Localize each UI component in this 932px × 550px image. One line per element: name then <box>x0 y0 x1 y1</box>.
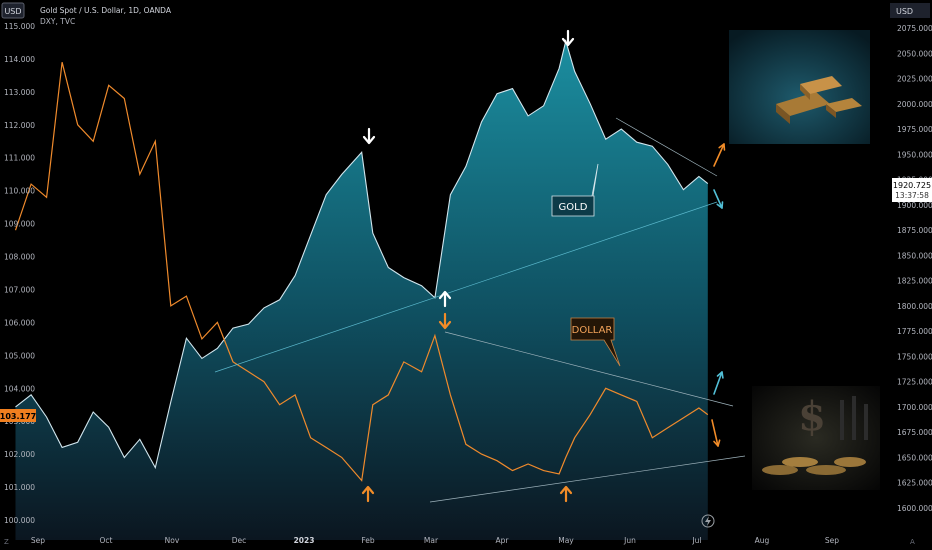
right-axis-tick: 1775.000 <box>897 327 932 336</box>
right-axis-tick: 1900.000 <box>897 201 932 210</box>
projection-down-arrow-icon <box>711 419 721 447</box>
right-axis-tick: 2025.000 <box>897 75 932 84</box>
time-axis-tick: Aug <box>755 536 770 545</box>
right-axis-tick: 1850.000 <box>897 251 932 260</box>
left-axis-tick: 114.000 <box>4 55 35 64</box>
left-axis-tick: 105.000 <box>4 351 35 360</box>
left-axis-tick: 112.000 <box>4 121 35 130</box>
left-axis-tick: 106.000 <box>4 318 35 327</box>
plot-area <box>14 38 709 540</box>
time-axis-tick: Mar <box>424 536 439 545</box>
lightning-icon[interactable] <box>701 514 715 528</box>
time-axis[interactable]: Sep Oct Nov Dec 2023 Feb Mar Apr May Jun Jul Aug Sep <box>31 536 839 545</box>
gold-upper-trendline[interactable] <box>615 117 718 177</box>
left-currency-label: USD <box>4 7 21 16</box>
dxy-resistance-trendline[interactable] <box>444 331 734 407</box>
projection-down-arrow-icon <box>713 189 724 209</box>
gold-area-fill <box>15 41 708 540</box>
time-axis-tick: Nov <box>165 536 180 545</box>
right-axis-tick: 1825.000 <box>897 277 932 286</box>
right-axis-tick: 1675.000 <box>897 428 932 437</box>
chart-subtitle: DXY, TVC <box>40 17 75 26</box>
time-axis-tick: Feb <box>361 536 375 545</box>
left-axis-tick: 110.000 <box>4 187 35 196</box>
left-price-axis[interactable]: 115.000 114.000 113.000 112.000 111.000 110.0… <box>4 22 35 525</box>
time-axis-tick: 2023 <box>294 536 315 545</box>
arrow-up-icon <box>559 485 573 503</box>
right-axis-tick: 1800.000 <box>897 302 932 311</box>
right-axis-background <box>888 0 932 550</box>
time-axis-tick: Sep <box>825 536 839 545</box>
dxy-price-badge: 103.177 <box>0 409 36 422</box>
gold-price-badge: 1920.725 13:37:58 <box>892 178 932 202</box>
arrow-down-icon <box>362 127 376 145</box>
left-axis-tick: 108.000 <box>4 253 35 262</box>
right-axis-tick: 1625.000 <box>897 479 932 488</box>
left-axis-tick: 101.000 <box>4 483 35 492</box>
time-axis-tick: May <box>558 536 574 545</box>
gold-price-line[interactable] <box>15 38 709 470</box>
dxy-support-trendline[interactable] <box>429 455 746 503</box>
chart-title: Gold Spot / U.S. Dollar, 1D, OANDA <box>40 6 172 15</box>
right-price-axis[interactable]: 2075.000 2050.000 2025.000 2000.000 1975.000… <box>888 0 932 550</box>
right-axis-tick: 1950.000 <box>897 150 932 159</box>
svg-text:$: $ <box>798 393 826 440</box>
left-currency-badge[interactable] <box>1 2 25 19</box>
right-axis-tick: 1750.000 <box>897 352 932 361</box>
time-axis-tick: Oct <box>100 536 113 545</box>
left-axis-tick: 111.000 <box>4 154 35 163</box>
arrow-down-icon <box>561 29 575 47</box>
left-axis-tick: 102.000 <box>4 450 35 459</box>
dxy-price-value: 103.177 <box>0 412 36 421</box>
time-axis-tick: Sep <box>31 536 45 545</box>
right-currency-badge[interactable] <box>890 3 930 18</box>
left-axis-tick: 104.000 <box>4 384 35 393</box>
left-axis-tick: 107.000 <box>4 286 35 295</box>
right-axis-tick: 2050.000 <box>897 49 932 58</box>
dxy-price-line[interactable] <box>14 62 709 482</box>
gold-bars-thumbnail <box>729 30 870 144</box>
gold-callout-label: GOLD <box>559 202 588 213</box>
arrow-up-icon <box>438 290 452 308</box>
arrow-up-icon <box>361 485 375 503</box>
right-axis-tick: 2075.000 <box>897 24 932 33</box>
dollar-callout-label: DOLLAR <box>572 325 613 336</box>
projection-up-arrow-icon <box>713 371 724 395</box>
time-axis-tick: Jul <box>691 536 701 545</box>
left-axis-tick: 109.000 <box>4 220 35 229</box>
right-axis-tick: 1700.000 <box>897 403 932 412</box>
scale-z-marker[interactable]: Z <box>4 538 9 546</box>
right-axis-tick: 2000.000 <box>897 100 932 109</box>
gold-support-trendline[interactable] <box>214 201 718 373</box>
right-axis-tick: 1975.000 <box>897 125 932 134</box>
right-axis-tick: 1875.000 <box>897 226 932 235</box>
right-axis-tick: 1725.000 <box>897 378 932 387</box>
right-axis-tick: 1600.000 <box>897 504 932 513</box>
time-axis-tick: Apr <box>496 536 510 545</box>
right-axis-tick: 1650.000 <box>897 454 932 463</box>
chart-header: USD Gold Spot / U.S. Dollar, 1D, OANDA D… <box>1 2 930 26</box>
gold-callout: GOLD <box>551 163 599 217</box>
left-axis-tick: 113.000 <box>4 88 35 97</box>
right-currency-label: USD <box>896 7 913 16</box>
dollar-coins-thumbnail: $ <box>752 386 880 490</box>
left-axis-tick: 100.000 <box>4 516 35 525</box>
arrow-down-icon <box>438 312 452 330</box>
annotation-layer <box>214 29 746 503</box>
gold-price-value: 1920.725 <box>893 181 931 190</box>
time-axis-tick: Dec <box>232 536 247 545</box>
time-axis-tick: Jun <box>623 536 636 545</box>
dollar-callout: DOLLAR <box>570 317 621 367</box>
gold-countdown: 13:37:58 <box>895 191 929 200</box>
left-axis-tick: 115.000 <box>4 22 35 31</box>
projection-up-arrow-icon <box>713 143 726 167</box>
auto-scale-marker[interactable]: A <box>910 538 915 546</box>
